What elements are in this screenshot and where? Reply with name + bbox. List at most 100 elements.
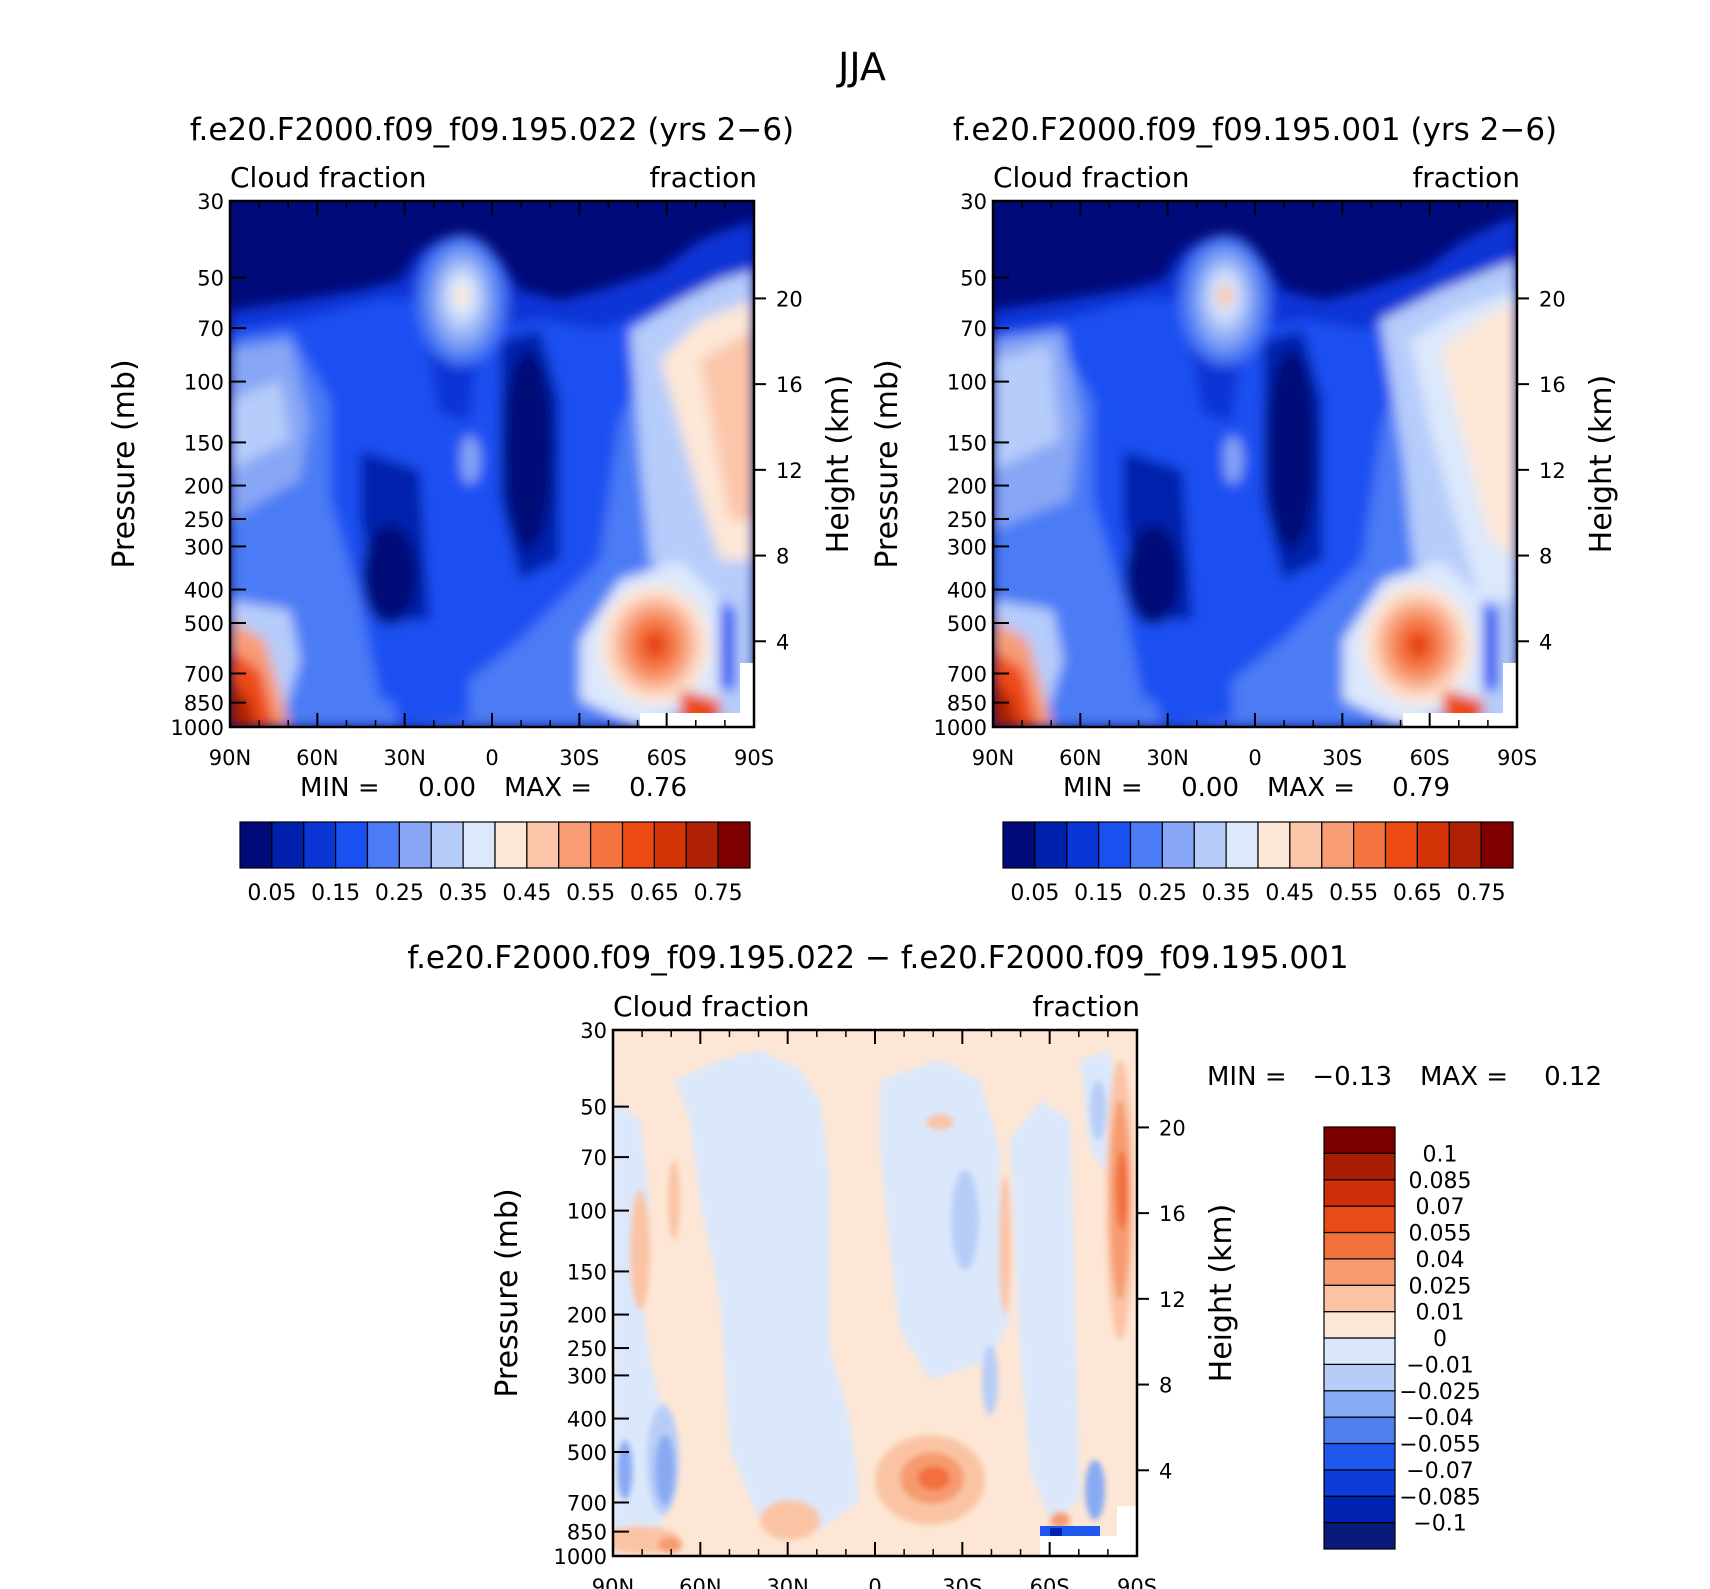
panel-1-y2-tick-label: 4 [776,630,789,654]
panel-3-colorbar: 0.10.0850.070.0550.040.0250.010−0.01−0.0… [1323,1126,1481,1550]
panel-3-max-label: MAX = [1420,1062,1508,1092]
panel-1-colorbar-box [239,821,273,869]
panel-3-colorbar-label: −0.085 [1399,1485,1480,1510]
panel-3-colorbar-label: 0.07 [1416,1195,1465,1220]
panel-2-x-tick-label: 60S [1410,746,1450,770]
panel-2-y2-tick-label: 16 [1539,373,1566,397]
panel-3-colorbar-label: 0.1 [1423,1142,1458,1167]
panel-1-contour-field [230,201,754,727]
panel-1-colorbar-label: 0.45 [502,881,551,906]
panel-2-x-tick-label: 30S [1322,746,1362,770]
panel-1-colorbar-box [271,821,305,869]
panel-1-x-axis: 90N 60N 30N 0 30S 60S 90S [209,201,774,770]
panel-3-colorbar-box [1323,1258,1396,1286]
panel-3-colorbar-label: −0.025 [1399,1380,1480,1405]
panel-1-y2-tick-label: 12 [776,459,803,483]
panel-3-x-tick-label: 30S [942,1575,982,1589]
panel-1-colorbar-box [430,821,464,869]
panel-3-colorbar-box [1323,1522,1396,1550]
panel-1-y-tick-label: 300 [184,535,224,559]
panel-3-y-tick-label: 30 [580,1019,607,1043]
panel-3-colorbar-box [1323,1284,1396,1313]
panel-1-y2-tick-label: 20 [776,287,803,311]
panel-1-title: f.e20.F2000.f09_f09.195.022 (yrs 2−6) [190,112,794,148]
panel-3-x-axis: 90N 60N 30N 0 30S 60S 90S [592,1030,1157,1589]
panel-3-y2label: Height (km) [1204,1204,1239,1383]
panel-3-colorbar-box [1323,1231,1396,1260]
panel-2-x-tick-label: 90S [1497,746,1537,770]
panel-1-colorbar-box [685,821,719,869]
panel-1-y-tick-label: 150 [184,431,224,455]
panel-3-colorbar-label: 0.055 [1409,1222,1472,1247]
panel-2-y2-axis: 20 16 12 8 4 [1517,287,1566,654]
panel-3-colorbar-label: 0.01 [1416,1301,1465,1326]
panel-3-x-tick-label: 90S [1117,1575,1157,1589]
panel-3-colorbar-box [1323,1469,1396,1497]
panel-1-y2-tick-label: 8 [776,545,789,569]
panel-3-colorbar-box [1323,1416,1396,1445]
panel-2-y-tick-label: 70 [960,317,987,341]
panel-3-y-tick-label: 250 [567,1337,607,1361]
panel-2: f.e20.F2000.f09_f09.195.001 (yrs 2−6) Cl… [870,112,1619,906]
panel-1-colorbar: 0.05 0.15 0.25 0.35 0.45 0.55 0.65 0.75 [239,821,751,906]
panel-2-y-tick-label: 400 [947,579,987,603]
panel-1-colorbar-box [717,821,751,869]
panel-1-y-tick-label: 100 [184,371,224,395]
panel-1-max-label: MAX = [504,773,592,803]
panel-2-y-tick-label: 150 [947,431,987,455]
panel-1-colorbar-label: 0.25 [375,881,424,906]
panel-3-colorbar-label: 0.085 [1409,1169,1472,1194]
panel-2-colorbar-label: 0.15 [1074,881,1123,906]
panel-2-y-tick-label: 50 [960,267,987,291]
panel-3-contour-field [613,1030,1137,1556]
panel-1-y-tick-label: 70 [197,317,224,341]
panel-3-title: f.e20.F2000.f09_f09.195.022 − f.e20.F200… [407,940,1348,976]
panel-2-colorbar-box [1066,821,1100,869]
panel-3-colorbar-label: −0.01 [1406,1353,1473,1378]
panel-1-colorbar-box [398,821,432,869]
panel-3-x-tick-label: 30N [766,1575,808,1589]
panel-2-colorbar-box [1257,821,1291,869]
panel-1-colorbar-box [558,821,592,869]
panel-1: f.e20.F2000.f09_f09.195.022 (yrs 2−6) Cl… [107,112,856,906]
panel-2-colorbar-label: 0.25 [1138,881,1187,906]
panel-3-y-tick-label: 700 [567,1491,607,1515]
panel-1-y2-tick-label: 16 [776,373,803,397]
panel-1-colorbar-label: 0.65 [630,881,679,906]
panel-2-x-tick-label: 60N [1059,746,1101,770]
panel-2-colorbar: 0.05 0.15 0.25 0.35 0.45 0.55 0.65 0.75 [1002,821,1514,906]
panel-2-left-label: Cloud fraction [993,161,1189,194]
panel-1-x-tick-label: 0 [485,746,498,770]
panel-1-colorbar-label: 0.15 [311,881,360,906]
panel-2-min-value: 0.00 [1181,773,1239,803]
panel-2-colorbar-label: 0.45 [1265,881,1314,906]
panel-2-y-tick-label: 30 [960,190,987,214]
panel-1-x-tick-label: 30N [383,746,425,770]
panel-3-y-tick-label: 70 [580,1146,607,1170]
panel-2-colorbar-box [1161,821,1195,869]
panel-2-max-value: 0.79 [1392,773,1450,803]
panel-3-colorbar-label: −0.07 [1406,1459,1473,1484]
panel-2-colorbar-box [1225,821,1259,869]
panel-2-colorbar-box [1416,821,1450,869]
panel-3: f.e20.F2000.f09_f09.195.022 − f.e20.F200… [407,940,1602,1589]
panel-3-y-tick-label: 1000 [554,1545,607,1569]
panel-3-colorbar-box [1323,1179,1396,1207]
panel-2-y2-tick-label: 20 [1539,287,1566,311]
panel-2-y-tick-label: 200 [947,475,987,499]
panel-2-colorbar-box [1098,821,1132,869]
panel-3-y2-tick-label: 8 [1159,1374,1172,1398]
panel-2-y2-tick-label: 4 [1539,630,1552,654]
panel-3-y2-tick-label: 16 [1159,1202,1186,1226]
panel-2-y2label: Height (km) [1584,375,1619,554]
panel-2-y-tick-label: 100 [947,371,987,395]
panel-3-y-tick-label: 850 [567,1521,607,1545]
panel-1-colorbar-box [366,821,400,869]
panel-1-y-tick-label: 200 [184,475,224,499]
panel-2-colorbar-box [1289,821,1323,869]
panel-2-x-tick-label: 0 [1248,746,1261,770]
panel-3-colorbar-box [1323,1337,1396,1365]
panel-3-colorbar-label: −0.04 [1406,1406,1473,1431]
